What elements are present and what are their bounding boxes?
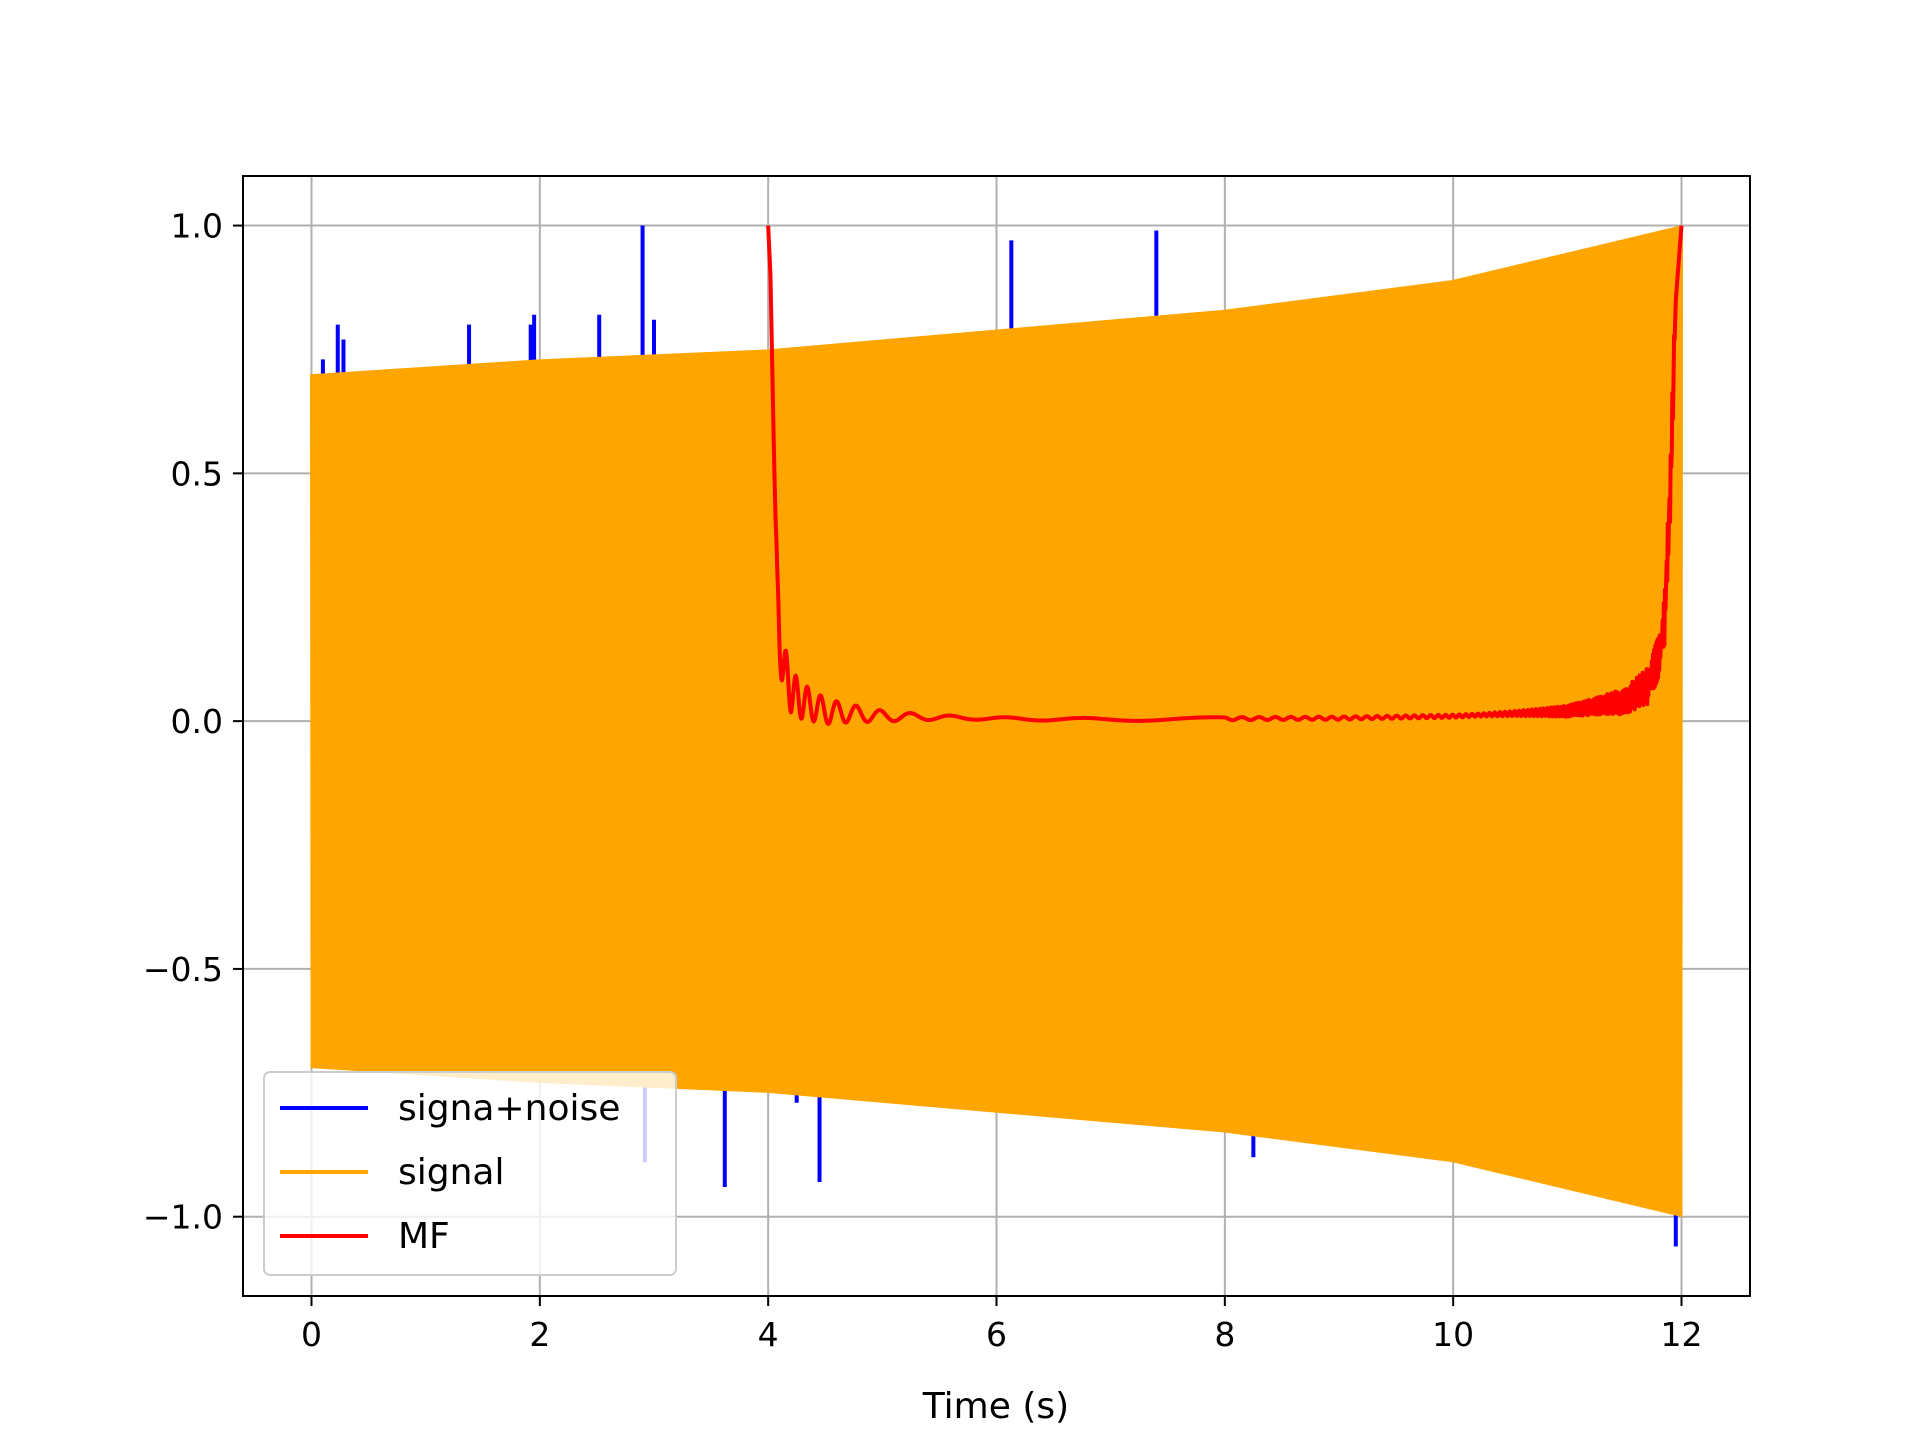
legend-label-signa-noise: signa+noise — [398, 1088, 620, 1129]
legend-box — [263, 1071, 677, 1276]
legend: signa+noise signal MF — [263, 1071, 677, 1276]
series-mf — [766, 225, 1684, 726]
series-signal — [310, 225, 1683, 1217]
legend-label-signal: signal — [398, 1152, 505, 1193]
series-layer — [310, 225, 1684, 1247]
x-tick-label: 6 — [986, 1315, 1007, 1354]
y-tick-label: 1.0 — [171, 207, 223, 246]
y-tick-label: −1.0 — [143, 1198, 223, 1237]
x-tick-label: 10 — [1432, 1315, 1474, 1354]
y-axis: −1.0 −0.5 0.0 0.5 1.0 — [143, 207, 243, 1237]
y-tick-label: −0.5 — [143, 950, 223, 989]
x-tick-label: 8 — [1214, 1315, 1235, 1354]
x-axis: 0 2 4 6 8 10 12 — [301, 1296, 1703, 1354]
x-tick-label: 4 — [758, 1315, 779, 1354]
x-tick-label: 0 — [301, 1315, 322, 1354]
y-tick-label: 0.5 — [171, 454, 223, 493]
x-axis-label: Time (s) — [922, 1386, 1069, 1427]
legend-label-mf: MF — [398, 1216, 450, 1257]
signal-line — [310, 225, 1683, 1217]
x-tick-label: 2 — [529, 1315, 550, 1354]
y-tick-label: 0.0 — [171, 702, 223, 741]
x-tick-label: 12 — [1661, 1315, 1703, 1354]
mf-line — [766, 225, 1684, 726]
